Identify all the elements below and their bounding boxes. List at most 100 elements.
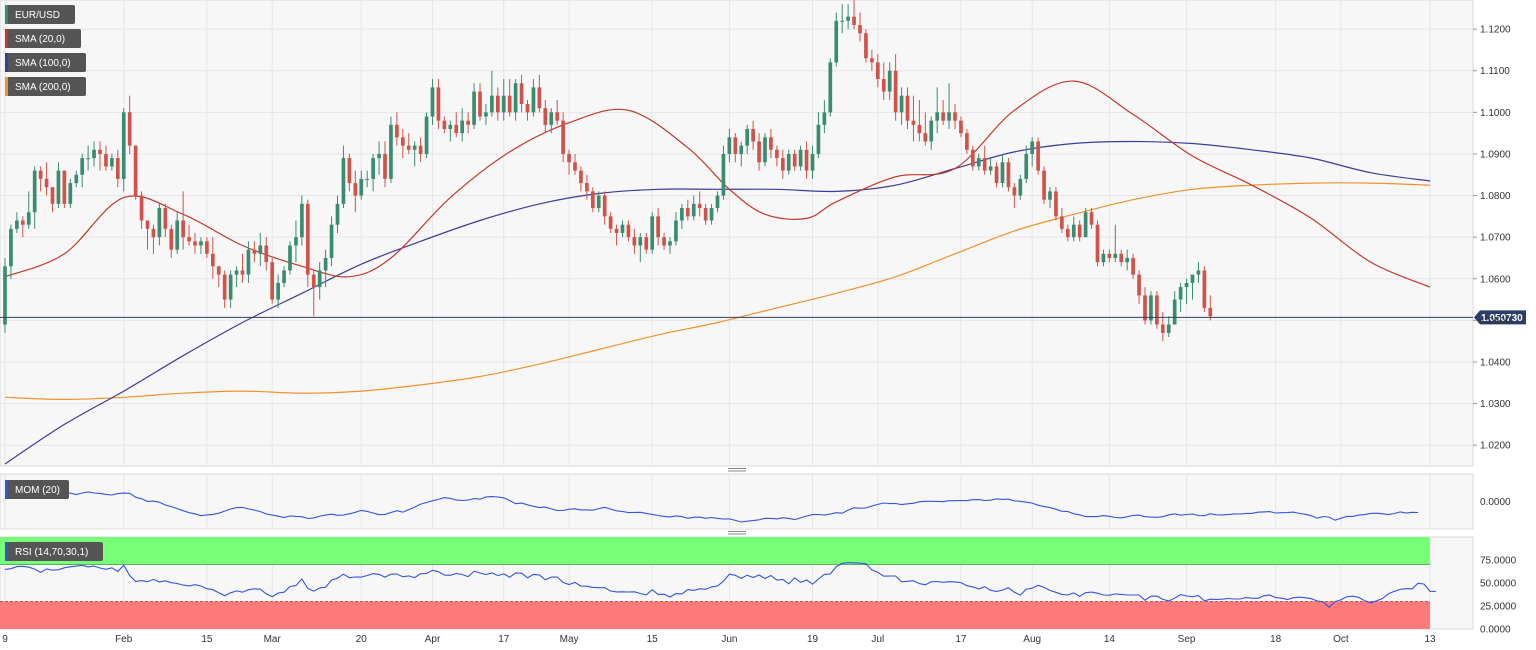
legend-eurusd-label: EUR/USD (15, 10, 60, 21)
candle-body (697, 203, 702, 209)
candle (210, 237, 215, 279)
panel-resize-handle[interactable] (728, 468, 746, 472)
time-tick-label: 15 (647, 634, 659, 645)
legend-rsi[interactable]: RSI (14,70,30,1) (5, 542, 103, 561)
candle (953, 104, 957, 129)
candle-body (270, 262, 275, 300)
candle-body (234, 270, 239, 275)
candle (169, 224, 174, 258)
time-tick-label: 17 (955, 634, 967, 645)
candle (258, 233, 263, 267)
price-tick-label: 1.0500 (1480, 316, 1511, 327)
candle-body (98, 149, 102, 154)
candle-body (507, 95, 512, 113)
candle-body (26, 212, 31, 225)
candle-body (418, 145, 423, 154)
candle (442, 116, 447, 134)
candle-body (680, 208, 684, 221)
candle-body (1089, 212, 1094, 225)
candle (555, 99, 560, 125)
candle-body (846, 16, 850, 21)
legend-sma20[interactable]: SMA (20,0) (5, 29, 81, 48)
candle (988, 158, 993, 175)
candle (792, 149, 797, 171)
candle-body (573, 162, 577, 171)
candle-body (501, 95, 506, 113)
candle (680, 203, 684, 229)
candle (1036, 137, 1040, 175)
candle-body (169, 228, 174, 250)
candle (50, 187, 55, 213)
candle (1107, 249, 1112, 263)
candle (549, 108, 554, 134)
legend-sma100[interactable]: SMA (100,0) (5, 53, 86, 72)
candle-body (786, 153, 791, 171)
candle-body (335, 203, 340, 225)
candle-body (448, 124, 453, 129)
candle-body (44, 178, 49, 188)
candle (567, 149, 571, 175)
candle (965, 128, 969, 154)
candle (329, 216, 334, 267)
candle-body (395, 124, 399, 138)
candle-body (709, 208, 714, 221)
rsi-tick-label: 25.0000 (1480, 602, 1517, 613)
candle (80, 153, 85, 188)
candle-body (80, 158, 85, 175)
candlesticks (3, 0, 1213, 342)
candle-body (62, 170, 67, 204)
legend-sma200[interactable]: SMA (200,0) (5, 77, 86, 96)
candle (531, 79, 536, 117)
candle-body (3, 266, 7, 325)
candle (133, 145, 138, 200)
candle (121, 108, 126, 192)
candle-body (115, 158, 120, 179)
candle-body (703, 208, 708, 221)
candle-body (721, 153, 726, 196)
candle (501, 79, 506, 121)
candle-body (110, 158, 114, 167)
price-tick-label: 1.0900 (1480, 149, 1511, 160)
candle (222, 270, 227, 308)
candle-body (1077, 224, 1082, 238)
time-tick-label: Feb (115, 634, 133, 645)
candle (430, 79, 435, 125)
candle-body (662, 237, 666, 246)
candle-body (216, 266, 221, 275)
momentum-axis-ticks: 0.0000 (1480, 497, 1511, 508)
candle (157, 203, 162, 246)
candle-body (763, 137, 767, 163)
candle-body (38, 170, 43, 179)
candle (941, 99, 945, 125)
candle (1030, 137, 1035, 167)
candle (317, 262, 322, 300)
candle-body (478, 91, 482, 117)
candle (359, 170, 364, 200)
candle-body (442, 120, 447, 129)
candle-body (1143, 295, 1147, 321)
candle (685, 199, 690, 221)
legend-eurusd[interactable]: EUR/USD (5, 5, 75, 24)
candle-body (953, 112, 957, 121)
candle (86, 145, 90, 171)
sma-200-line (4, 182, 1431, 401)
candle-body (620, 224, 625, 233)
candle-body (644, 237, 649, 250)
candle-body (157, 208, 162, 238)
candle (804, 141, 809, 179)
candle (1143, 287, 1147, 325)
candle-body (353, 183, 358, 196)
candle (1065, 224, 1070, 242)
panel-resize-handle[interactable] (728, 531, 746, 535)
candle-body (1101, 253, 1106, 263)
candle-body (1137, 274, 1141, 296)
candle-body (834, 20, 839, 63)
candle (822, 99, 827, 134)
rsi-overbought-zone (0, 537, 1430, 565)
candle-body (68, 183, 73, 204)
candle (626, 220, 631, 242)
price-tick-label: 1.0800 (1480, 191, 1511, 202)
legend-mom[interactable]: MOM (20) (5, 480, 69, 499)
candle-body (567, 153, 571, 163)
candle (697, 191, 702, 217)
